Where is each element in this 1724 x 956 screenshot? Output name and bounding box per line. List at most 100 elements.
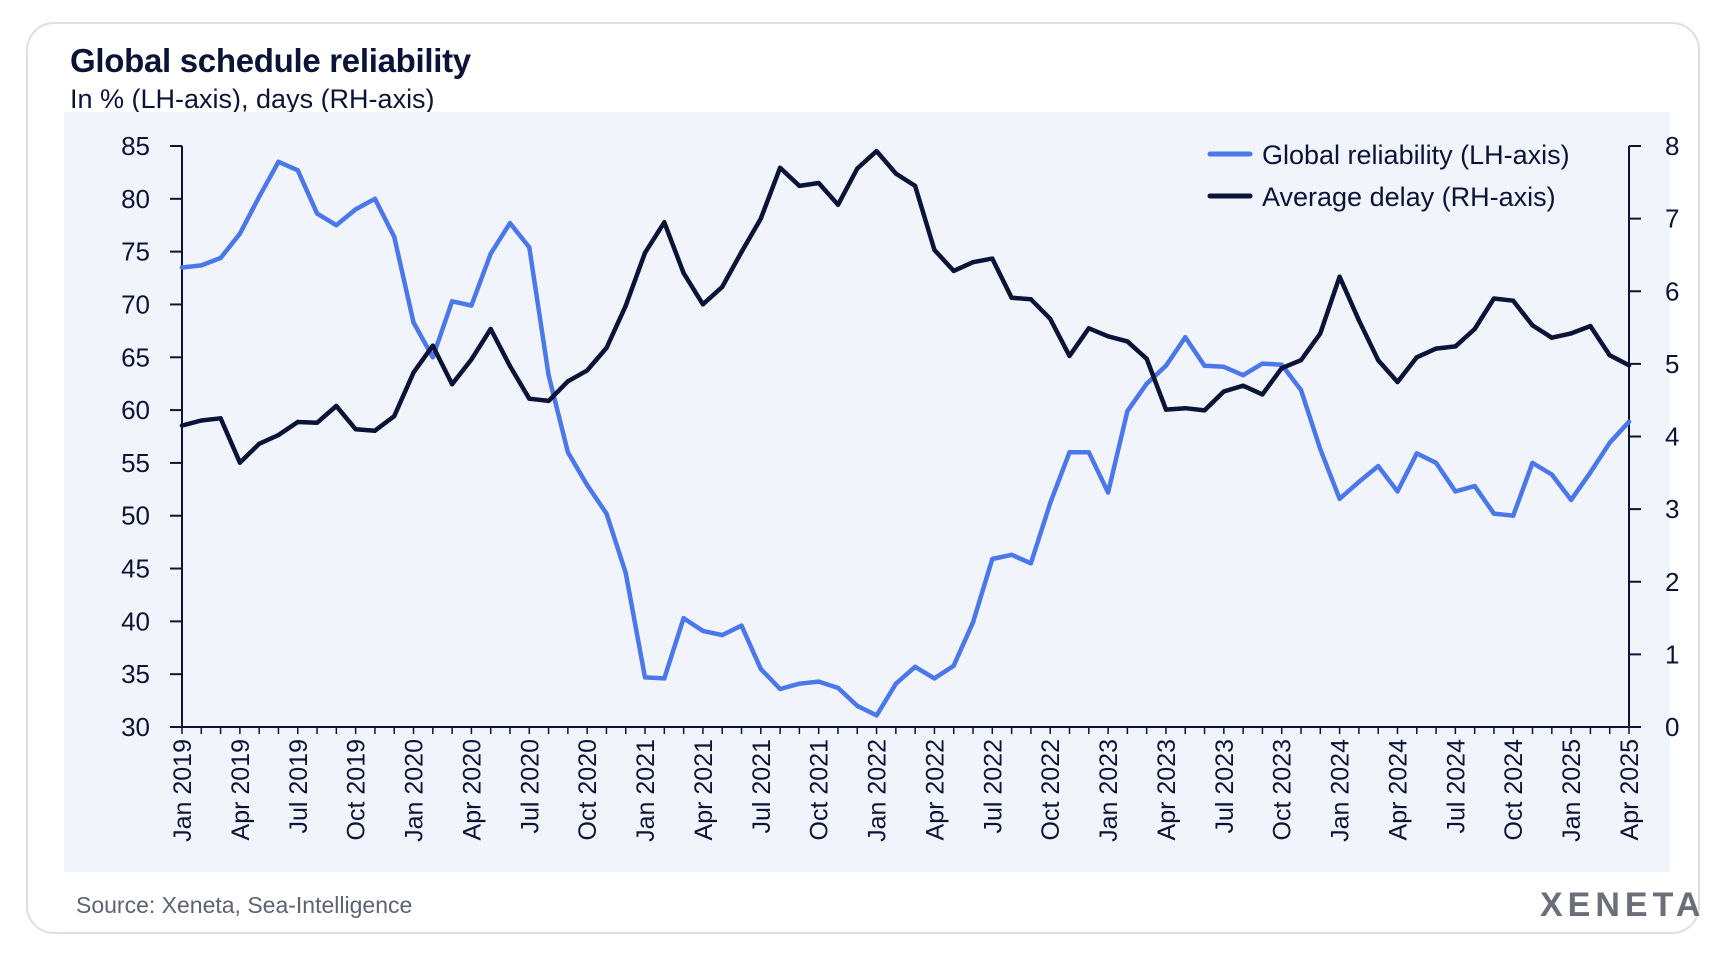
y-left-tick-label: 60	[121, 395, 150, 425]
data-point	[218, 416, 223, 421]
x-tick-label: Apr 2019	[227, 739, 255, 840]
y-left-tick-label: 70	[121, 289, 150, 319]
data-point	[334, 403, 339, 409]
data-point	[256, 441, 262, 446]
y-left-tick-label: 35	[121, 659, 150, 689]
data-point	[1414, 451, 1419, 456]
data-point	[507, 363, 513, 369]
data-point	[1260, 392, 1265, 397]
data-point	[565, 379, 571, 384]
x-tick-label: Apr 2021	[690, 739, 718, 840]
data-point	[411, 320, 416, 325]
data-point	[1472, 483, 1477, 489]
data-point	[1086, 326, 1091, 331]
data-point	[1279, 366, 1284, 371]
data-point	[1202, 408, 1207, 413]
data-point	[893, 171, 899, 176]
data-point	[1105, 334, 1111, 339]
data-point	[1067, 353, 1072, 359]
data-point	[912, 664, 918, 669]
y-left-tick-label: 30	[121, 712, 150, 742]
data-point	[1163, 363, 1169, 368]
data-point	[1356, 318, 1362, 323]
data-point	[642, 250, 648, 255]
data-point	[488, 251, 493, 256]
data-point	[874, 148, 879, 154]
data-point	[1472, 326, 1477, 332]
legend-label: Global reliability (LH-axis)	[1262, 140, 1570, 170]
series-global-reliability	[179, 159, 1632, 718]
data-point	[1588, 470, 1593, 475]
data-point	[893, 681, 899, 686]
data-point	[546, 373, 551, 378]
data-point	[835, 685, 841, 691]
data-point	[276, 159, 281, 165]
data-point	[681, 270, 686, 276]
data-point	[449, 382, 455, 387]
data-point	[1144, 381, 1149, 386]
legend: Global reliability (LH-axis) Average dela…	[1207, 140, 1570, 212]
x-tick-label: Jan 2024	[1327, 739, 1355, 842]
y-right-tick-label: 2	[1665, 567, 1679, 597]
data-point	[488, 326, 493, 332]
data-point	[1067, 450, 1072, 455]
data-point	[1009, 552, 1014, 558]
x-tick-label: Oct 2024	[1500, 739, 1528, 841]
data-point	[1183, 405, 1188, 411]
data-point	[392, 234, 397, 240]
data-point	[1048, 500, 1053, 506]
data-point	[990, 556, 995, 562]
y-right-tick-label: 7	[1665, 204, 1679, 234]
data-point	[1337, 274, 1342, 279]
data-point	[1568, 331, 1574, 336]
data-point	[314, 211, 320, 216]
data-point	[1125, 408, 1130, 414]
data-point	[1221, 364, 1227, 369]
data-point	[1433, 460, 1439, 466]
y-right-tick-label: 8	[1665, 131, 1679, 161]
data-point	[970, 260, 976, 265]
x-tick-label: Jan 2022	[864, 739, 892, 842]
y-left-tick-label: 80	[121, 184, 150, 214]
chart-title: Global schedule reliability	[70, 42, 471, 79]
x-tick-label: Apr 2024	[1384, 739, 1412, 841]
data-point	[700, 302, 706, 307]
data-point	[353, 427, 358, 432]
x-tick-label: Jul 2019	[285, 739, 313, 834]
data-point	[584, 368, 590, 373]
data-point	[700, 628, 706, 634]
y-left-tick-label: 65	[121, 342, 150, 372]
x-tick-label: Jul 2021	[748, 739, 776, 834]
data-point	[1105, 490, 1111, 495]
series-line	[179, 159, 1632, 718]
x-tick-label: Apr 2022	[921, 739, 949, 840]
y-right-tick-label: 5	[1665, 349, 1679, 379]
data-point	[1375, 358, 1381, 363]
data-point	[1395, 379, 1400, 385]
data-point	[932, 247, 937, 253]
data-point	[1086, 450, 1091, 455]
data-point	[353, 207, 358, 212]
data-point	[662, 676, 667, 681]
plot-background	[64, 112, 1670, 872]
x-tick-label: Jan 2023	[1095, 739, 1123, 842]
data-point	[797, 183, 802, 189]
legend-label: Average delay (RH-axis)	[1262, 182, 1556, 212]
x-tick-label: Oct 2023	[1269, 739, 1297, 840]
data-point	[430, 343, 436, 348]
data-point	[276, 432, 281, 438]
x-tick-label: Jan 2020	[401, 739, 429, 842]
data-point	[1607, 440, 1612, 446]
data-point	[1568, 497, 1574, 503]
data-point	[623, 303, 628, 308]
data-point	[218, 255, 223, 261]
data-point	[1530, 460, 1535, 466]
data-point	[816, 180, 821, 186]
y-left-tick-label: 55	[121, 448, 150, 478]
y-right-tick-label: 1	[1665, 639, 1679, 669]
x-tick-label: Jul 2024	[1442, 739, 1470, 834]
data-point	[1221, 389, 1227, 394]
data-point	[855, 166, 860, 171]
data-point	[411, 370, 416, 375]
